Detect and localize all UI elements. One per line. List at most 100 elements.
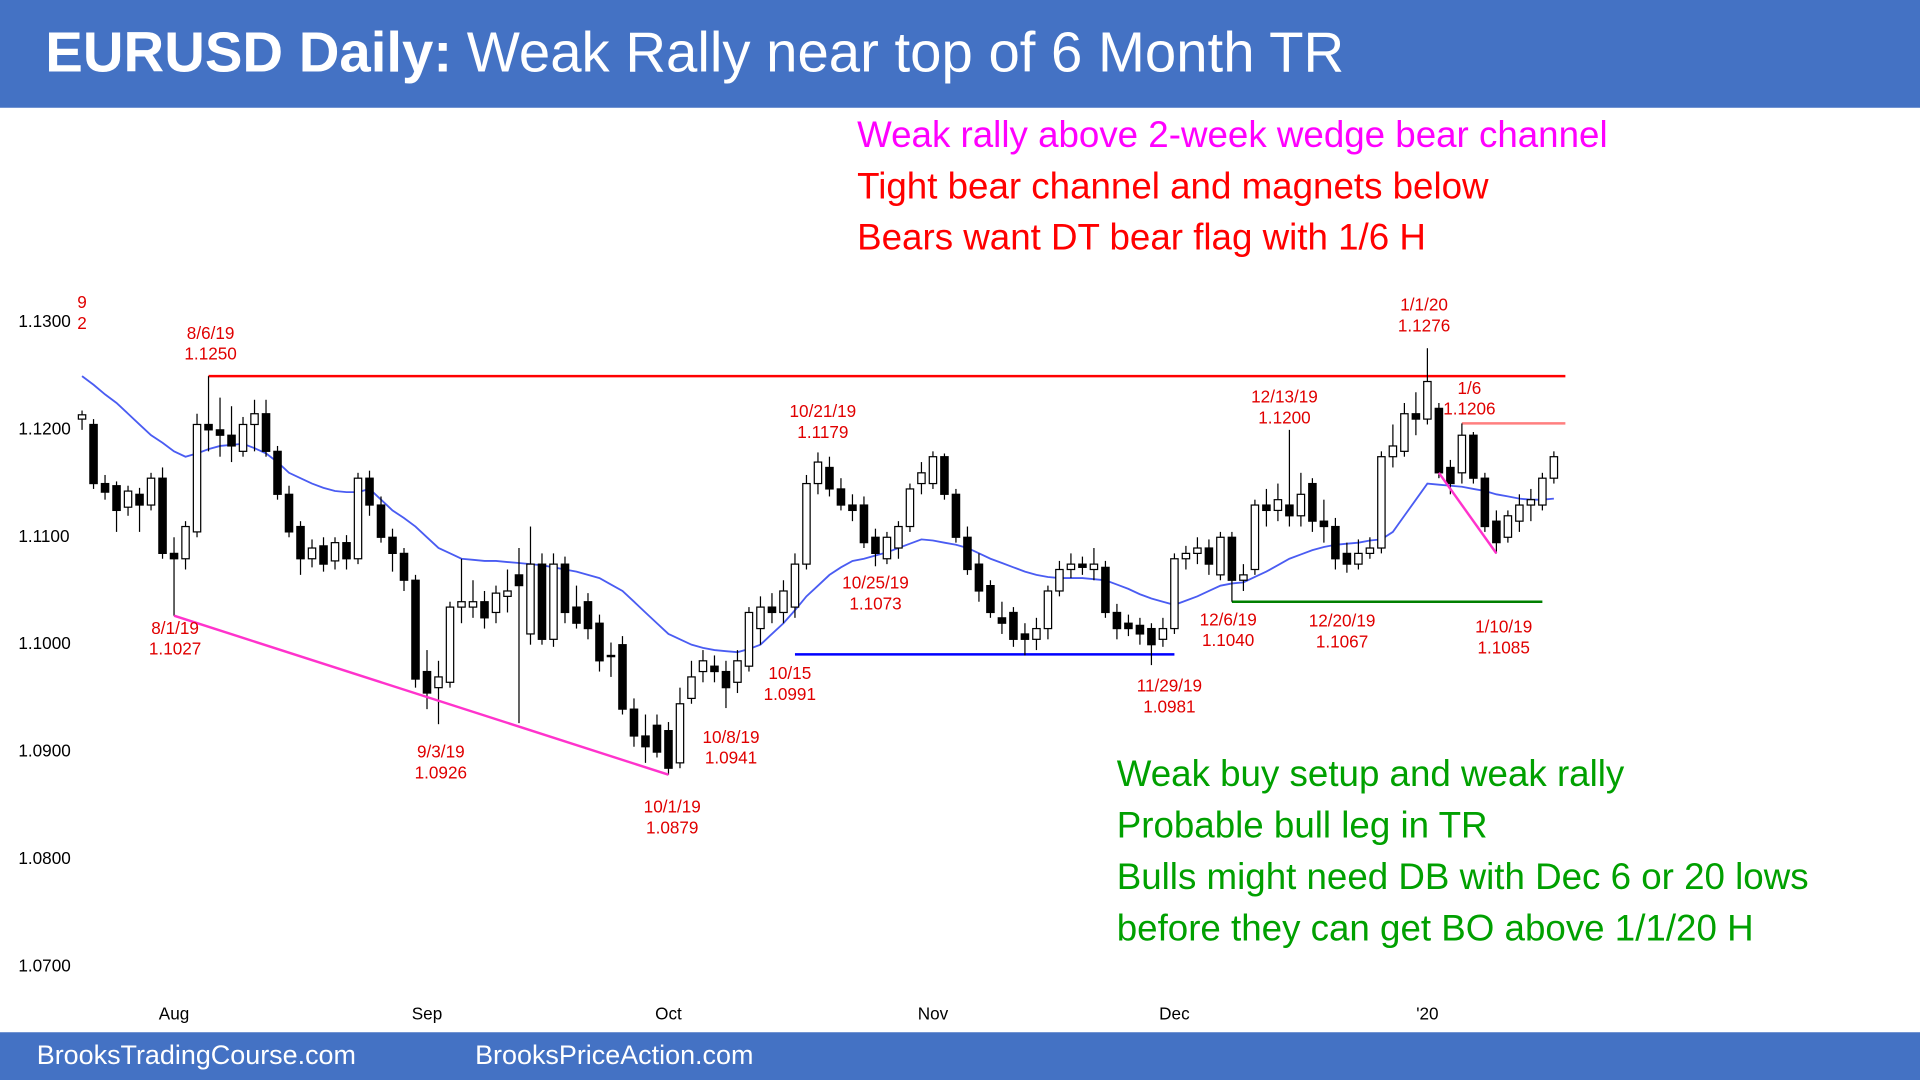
candle-body bbox=[537, 563, 547, 640]
candle-body bbox=[1296, 493, 1306, 517]
candle-body bbox=[652, 724, 662, 753]
candle-body bbox=[606, 654, 616, 658]
candle-body bbox=[1009, 611, 1018, 640]
candle-body bbox=[480, 601, 489, 619]
candle-body bbox=[1193, 547, 1202, 554]
candle-body bbox=[434, 676, 443, 689]
candle-body bbox=[1216, 536, 1225, 576]
candle-body bbox=[1147, 627, 1156, 646]
candle-body bbox=[445, 606, 455, 683]
candle-body bbox=[526, 563, 535, 635]
candle-body bbox=[1411, 413, 1421, 420]
candle-body bbox=[894, 525, 903, 549]
candle-body bbox=[100, 482, 110, 493]
price-annotation: 10/21/19 bbox=[790, 401, 857, 421]
candle-body bbox=[273, 450, 282, 495]
candle-body bbox=[1124, 622, 1133, 630]
price-annotation: 10/25/19 bbox=[842, 573, 909, 593]
candle-body bbox=[1342, 552, 1352, 565]
price-annotation: 1.0926 bbox=[415, 762, 467, 782]
trend-line bbox=[1437, 472, 1498, 555]
y-tick-label: 1.1000 bbox=[18, 633, 70, 653]
y-tick-label: 1.1100 bbox=[18, 526, 69, 546]
price-annotation: 10/15 bbox=[768, 663, 811, 683]
candle-body bbox=[905, 488, 915, 528]
price-annotation: 11/29/19 bbox=[1137, 675, 1202, 695]
candle-body bbox=[986, 585, 995, 614]
candle-body bbox=[77, 414, 87, 420]
candle-body bbox=[629, 708, 639, 737]
price-annotation: 10/1/19 bbox=[644, 797, 701, 817]
candle-body bbox=[618, 644, 627, 710]
candle-body bbox=[1457, 434, 1467, 474]
candle-body bbox=[572, 606, 581, 624]
candle-body bbox=[319, 545, 328, 565]
candle-body bbox=[1538, 477, 1547, 506]
candle-body bbox=[813, 461, 823, 485]
candle-body bbox=[1308, 482, 1317, 522]
candle-body bbox=[997, 617, 1007, 624]
candle-body bbox=[503, 590, 512, 597]
candle-body bbox=[641, 735, 650, 748]
candle-body bbox=[836, 488, 846, 506]
candle-body bbox=[560, 563, 570, 614]
candle-body bbox=[330, 542, 340, 562]
candle-body bbox=[1400, 413, 1409, 452]
price-annotation: 1.0991 bbox=[764, 684, 816, 704]
candle-body bbox=[1170, 558, 1179, 630]
candle-body bbox=[1377, 456, 1386, 549]
price-annotation: 1/1/20 bbox=[1400, 295, 1448, 315]
price-annotation: 1.1073 bbox=[849, 593, 901, 613]
commentary: Weak buy setup and weak rally bbox=[1117, 753, 1625, 794]
candle-body bbox=[399, 552, 409, 581]
candle-body bbox=[779, 590, 788, 614]
candle-body bbox=[790, 563, 800, 608]
candle-body bbox=[1101, 566, 1110, 614]
candle-body bbox=[859, 504, 869, 544]
candle-body bbox=[1515, 504, 1524, 522]
candle-body bbox=[767, 606, 777, 614]
candle-body bbox=[1423, 380, 1432, 420]
candle-body bbox=[1250, 504, 1260, 571]
candle-body bbox=[940, 456, 949, 495]
candle-body bbox=[882, 536, 892, 560]
y-tick-label: 1.0900 bbox=[18, 741, 70, 761]
candle-body bbox=[1319, 520, 1329, 528]
candle-body bbox=[698, 660, 708, 673]
price-annotation: 1.0941 bbox=[705, 748, 757, 768]
price-annotation: 1.1276 bbox=[1398, 315, 1450, 335]
candle-body bbox=[192, 423, 202, 533]
candle-body bbox=[146, 477, 156, 506]
footer-band bbox=[0, 1032, 1920, 1080]
candle-body bbox=[1112, 611, 1122, 630]
price-annotation: 1.0981 bbox=[1143, 696, 1195, 716]
candle-body bbox=[238, 423, 248, 452]
candle-body bbox=[1020, 633, 1030, 640]
footer-right: BrooksPriceAction.com bbox=[475, 1040, 753, 1070]
candle-body bbox=[802, 482, 811, 565]
candle-body bbox=[733, 660, 742, 683]
candle-body bbox=[89, 423, 98, 485]
candle-body bbox=[365, 477, 374, 506]
price-annotation: 8/1/19 bbox=[151, 618, 199, 638]
candle-body bbox=[963, 536, 972, 571]
commentary: Weak rally above 2-week wedge bear chann… bbox=[857, 114, 1607, 155]
candle-body bbox=[250, 413, 259, 426]
candle-body bbox=[1181, 552, 1191, 560]
candle-body bbox=[1285, 504, 1294, 517]
candle-body bbox=[1526, 499, 1536, 506]
commentary: Bears want DT bear flag with 1/6 H bbox=[857, 217, 1426, 258]
candle-body bbox=[112, 485, 121, 512]
candle-body bbox=[1032, 627, 1041, 640]
price-annotation: 1.1206 bbox=[1443, 399, 1495, 419]
y-tick-label: 1.0700 bbox=[18, 955, 70, 975]
candle-body bbox=[721, 670, 731, 689]
candle-body bbox=[1273, 499, 1283, 512]
y-tick-label: 1.0800 bbox=[18, 848, 70, 868]
candle-body bbox=[388, 536, 397, 554]
candle-body bbox=[1043, 590, 1053, 630]
commentary: Probable bull leg in TR bbox=[1117, 804, 1488, 845]
commentary: before they can get BO above 1/1/20 H bbox=[1117, 907, 1754, 948]
y-tick-label: 1.1200 bbox=[18, 418, 70, 438]
